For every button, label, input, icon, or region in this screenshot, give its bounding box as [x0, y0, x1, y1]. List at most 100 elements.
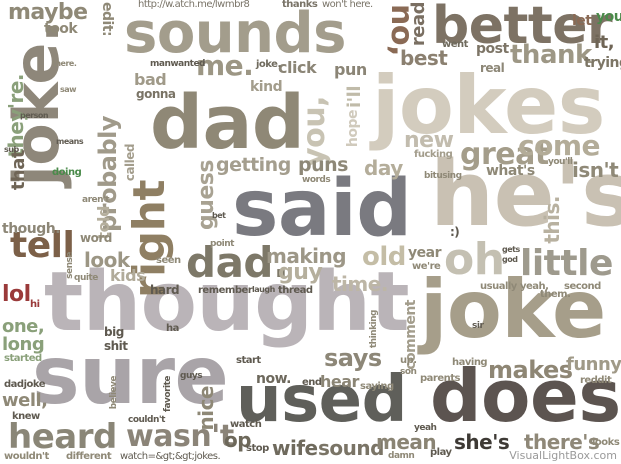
word-op: op: [224, 428, 252, 452]
word-couldnt: couldn't: [128, 415, 165, 425]
word-point: point: [210, 239, 234, 249]
word-nice: nice: [194, 386, 218, 431]
word-let: let: [572, 13, 592, 29]
word-stop: stop: [246, 443, 269, 454]
word-now: now.: [256, 371, 291, 387]
word-real: real: [480, 61, 505, 75]
word-puns: puns: [298, 154, 348, 176]
word-quite: quite: [74, 273, 98, 283]
word-second: second: [564, 281, 601, 292]
word-hard: hard: [150, 283, 180, 297]
word-that: that: [8, 150, 29, 191]
word-reddit: reddit: [580, 375, 612, 386]
word-better: better: [432, 0, 613, 56]
word-does: does: [430, 354, 621, 438]
word-damn: damn: [388, 451, 415, 461]
word-best: best: [400, 46, 448, 70]
word-oh: oh: [444, 234, 505, 285]
word-hope: hope: [345, 110, 361, 148]
word-dad-dot: dad.: [186, 238, 289, 287]
word-saying: saying: [360, 381, 394, 392]
word-edit: edit:: [99, 2, 115, 37]
word-post: post: [476, 41, 509, 57]
word-makes: makes: [488, 356, 573, 384]
word-god: god: [502, 255, 518, 264]
word-read: read: [408, 2, 429, 47]
word-ill: i'll: [344, 86, 365, 109]
word-there: there.: [52, 59, 77, 68]
word-looks: looks: [592, 437, 620, 448]
word-words: words: [302, 175, 331, 185]
word-were: we're: [412, 261, 441, 272]
word-one: one,: [2, 316, 45, 337]
word-parents: parents: [420, 373, 460, 384]
word-getting: getting: [216, 154, 291, 176]
word-jokes: jokes: [372, 59, 605, 152]
word-kids: kids: [110, 266, 146, 285]
word-said: said: [232, 164, 412, 254]
word-watch: watch: [230, 419, 262, 430]
word-great: great: [460, 137, 549, 172]
word-having: having: [452, 357, 488, 368]
word-doing: doing: [52, 167, 82, 178]
word-sound: sound: [318, 436, 384, 460]
word-arent: aren't: [82, 195, 110, 205]
word-dad: dad: [150, 80, 305, 166]
word-you-small: you,: [596, 9, 621, 25]
word-whats: what's: [486, 163, 535, 179]
word-old: old: [362, 242, 406, 272]
word-remember: remember: [198, 285, 253, 296]
word-yeah: yeah,: [520, 281, 549, 292]
word-bet: bet: [212, 211, 226, 220]
word-this: this.: [540, 196, 564, 244]
word-up: up.: [400, 355, 417, 366]
word-says: says: [324, 344, 382, 372]
watermark: VisualLightBox.com: [509, 449, 617, 462]
word-thinking: thinking: [369, 310, 379, 349]
word-look: look: [84, 248, 130, 272]
word-joke-big: joke: [420, 263, 606, 356]
word-saw: saw: [60, 85, 77, 94]
word-sounds: sounds: [124, 1, 346, 66]
word-seen: seen: [156, 255, 181, 266]
word-time: time.: [332, 272, 388, 296]
word-hes: he's: [430, 142, 621, 247]
word-new: new: [404, 128, 454, 153]
word-no: no,: [384, 4, 419, 56]
word-sub: sub: [4, 145, 19, 154]
word-wouldnt: wouldn't: [4, 451, 49, 462]
word-end: end: [302, 377, 322, 388]
word-it: it,: [594, 32, 615, 53]
word-url: http://w.atch.me/lwmbr8: [138, 0, 250, 10]
word-come: come: [518, 129, 601, 162]
word-theres: there's: [524, 430, 600, 454]
word-youll: you'll: [548, 157, 573, 167]
word-gonna: gonna: [136, 87, 176, 101]
word-guys: guys: [180, 371, 203, 381]
word-fucking: fucking: [414, 149, 453, 160]
word-son: son: [400, 367, 417, 377]
word-isnt: isn't: [572, 158, 619, 182]
word-shes: she's: [454, 430, 510, 454]
word-well: well,: [2, 390, 48, 411]
word-yeah-2: yeah: [414, 423, 437, 433]
word-means: means: [56, 137, 84, 146]
word-trying: trying: [584, 55, 621, 71]
word-usually: usually: [480, 281, 517, 292]
word-funny: funny: [566, 354, 621, 375]
word-wasnt: wasn't: [126, 419, 234, 454]
word-dadjoke: dadjoke: [4, 379, 46, 390]
word-sure: sure: [32, 329, 229, 422]
word-different: different: [66, 451, 112, 462]
word-kind: kind: [250, 79, 283, 95]
word-bad: bad: [134, 70, 167, 89]
word-making: making: [266, 244, 347, 268]
word-sir: sir: [472, 321, 484, 331]
word-knew: knew: [12, 411, 40, 422]
word-though: though.: [2, 221, 61, 237]
word-tell: tell: [10, 225, 75, 266]
word-went: went: [442, 39, 468, 50]
word-wife: wife: [272, 436, 318, 460]
word-hear: hear: [320, 372, 359, 391]
